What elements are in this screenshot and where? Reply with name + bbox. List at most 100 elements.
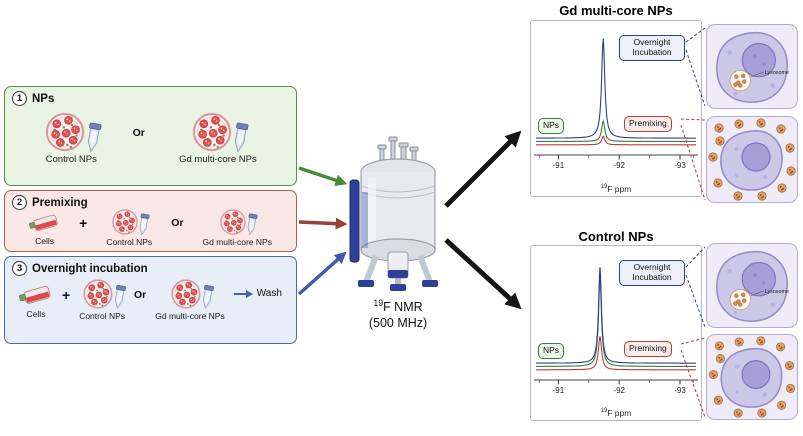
or-label: Or [134,288,147,301]
tube-graphic [139,213,150,236]
spectrum-line-premixing [536,135,696,146]
x-tick-label: -91 [553,161,565,170]
step-box-overnight-incubation: 3 Overnight incubation Cells + Control N… [4,256,297,344]
step-2-title: Premixing [32,196,88,209]
gd-spectrum-plot: -91 -92 -93 [534,38,698,170]
control-nps-label: Control NPs [106,237,153,247]
tube-graphic [247,213,258,236]
gd-nps-group: Gd multi-core NPs [179,111,257,165]
x-tick-label: -91 [553,386,565,395]
cell-panel-control-premixing [706,334,798,420]
step-1-header: 1 NPs [5,87,296,106]
nanoparticle-graphic [83,279,113,309]
gd-nanoparticle-icon [170,278,202,310]
step-2-header: 2 Premixing [5,191,296,210]
gd-overnight-callout: Overnight Incubation [619,35,685,61]
step-2-content: Cells + Control NPs Or Gd multi-core NPs [5,208,296,247]
gd-nps-callout: NPs [538,118,565,134]
nmr-spectrometer [338,134,458,294]
nanoparticle-dot [714,123,724,133]
gd-nps-group: Gd multi-core NPs [203,208,272,247]
wash-group: Wash [233,288,282,299]
nanoparticle-dot [776,342,786,352]
cells-group: Cells [29,210,60,246]
cell-flask-icon [18,281,53,308]
flask-graphic [29,214,58,231]
spectrum-line-nps [536,277,696,367]
sample-tube-icon [230,121,250,155]
spectrum-line-premixing [536,336,696,371]
flask-graphic [18,285,51,304]
nanoparticle-dot [756,336,766,346]
spectrum-line-nps [536,119,696,142]
cell-graphic [708,118,796,201]
plus-sign: + [79,214,88,231]
nanoparticle-dot [733,408,743,418]
plus-sign: + [62,286,71,303]
gd-nanoparticle-icon [191,111,233,153]
nanoparticle-dot [708,152,718,162]
sample-tube-icon [83,121,103,155]
nmr-spectrometer-illustration [349,136,438,291]
nanoparticle-dot [785,361,795,371]
control-nps-label: Control NPs [45,154,97,165]
lysosome-label: Lysosome [765,289,789,295]
tube-graphic [202,284,214,309]
x-tick-label: -92 [613,386,625,395]
gd-nanoparticle-icon [219,208,247,236]
gd-premixing-callout: Premixing [624,116,672,132]
step-1-title: NPs [32,92,55,105]
control-nps-callout: NPs [538,343,565,359]
control-xaxis-label: 19F ppm [600,408,632,418]
step-3-header: 3 Overnight incubation [5,257,296,276]
step-3-number: 3 [12,261,27,276]
step-box-premixing: 2 Premixing Cells + Control NPs Or [4,190,297,252]
control-nps-group: Control NPs [79,278,128,321]
x-tick-label: -93 [674,386,686,395]
step-2-number: 2 [12,195,27,210]
spectrum-line-overnight-incubation [536,38,696,139]
step-box-nps: 1 NPs Control NPs Or Gd multi-core NPs [4,86,297,186]
nanoparticle-graphic [192,112,232,152]
gd-nps-group: Gd multi-core NPs [155,278,225,321]
nanoparticle-dot [757,191,767,201]
sample-tube-icon [111,283,128,312]
nanoparticle-dot [757,408,767,418]
nanoparticle-graphic [112,209,138,235]
nanoparticle-graphic [170,279,201,309]
nmr-label: 19F NMR (500 MHz) [330,298,466,331]
control-premixing-callout: Premixing [624,341,672,357]
control-spectrum-title: Control NPs [578,229,654,244]
control-spectrum-plot: -91 -92 -93 [534,267,698,395]
nanoparticle-dot [708,369,719,380]
gd-nps-label: Gd multi-core NPs [202,237,272,247]
cells-label: Cells [35,235,54,246]
cell-panel-control-overnight: Lysosome [706,243,798,328]
control-nps-group: Control NPs [44,111,102,165]
step-3-content: Cells + Control NPs Or Gd multi-core NPs [5,278,296,321]
step-1-number: 1 [12,91,27,106]
x-tick-label: -92 [613,161,625,170]
sample-tube-icon [244,212,259,238]
nanoparticle-dot [756,118,766,128]
nanoparticle-dot [786,166,796,176]
wash-label: Wash [256,288,282,299]
gd-nps-label: Gd multi-core NPs [179,154,257,165]
cell-panel-gd-overnight: Lysosome [706,24,798,109]
step-3-title: Overnight incubation [32,262,148,275]
nanoparticle-dot [785,383,796,393]
cell-graphic [708,336,796,418]
control-nps-label: Control NPs [79,311,126,321]
spectrum-line-overnight-incubation [536,267,696,364]
cells-label: Cells [26,308,46,319]
nanoparticle-dot [715,354,725,364]
step-1-content: Control NPs Or Gd multi-core NPs [5,106,296,165]
gd-spectrum-panel: -91 -92 -93 19F ppm NPs Overnight Incubati… [530,20,702,197]
control-nanoparticle-icon [44,111,86,153]
nanoparticle-dot [776,124,786,134]
nanoparticle-graphic [46,112,85,152]
gd-nps-label: Gd multi-core NPs [155,311,225,321]
control-nanoparticle-icon [82,278,114,310]
nanoparticle-dot [714,341,724,351]
